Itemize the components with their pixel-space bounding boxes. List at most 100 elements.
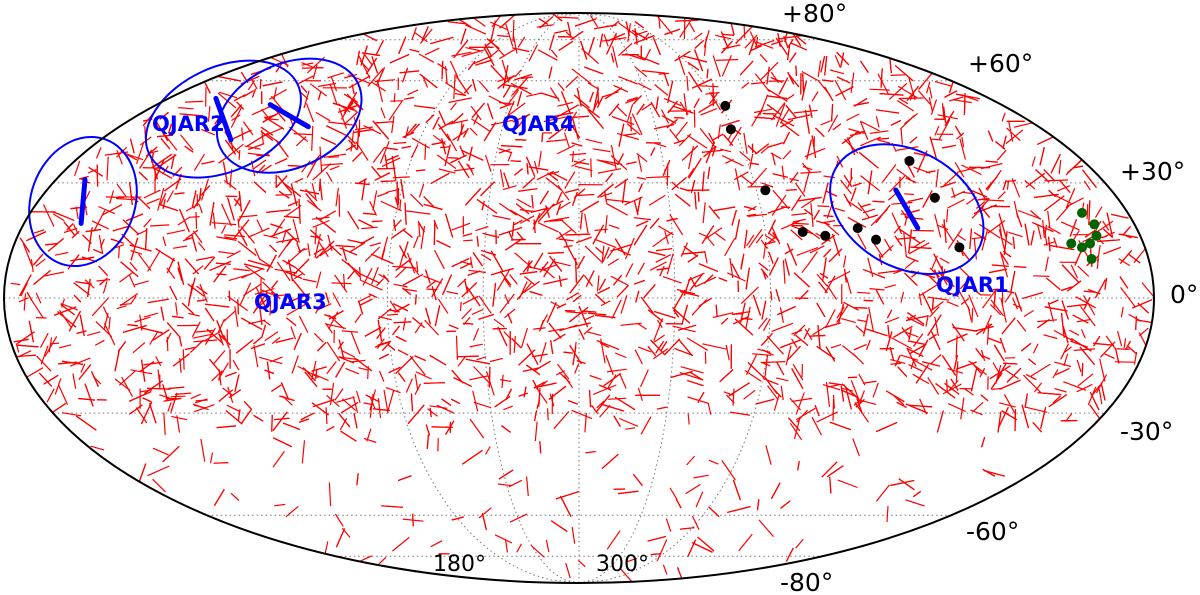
polarization-vector bbox=[990, 372, 1003, 390]
polarization-vector bbox=[579, 200, 600, 213]
polarization-vector bbox=[1120, 287, 1136, 308]
polarization-vector bbox=[946, 333, 968, 344]
polarization-vector bbox=[697, 536, 715, 552]
polarization-vector bbox=[1014, 292, 1023, 312]
polarization-vector bbox=[804, 328, 813, 341]
region-qjar4: QJAR4 bbox=[215, 57, 575, 174]
polarization-vector bbox=[489, 357, 503, 363]
polarization-vector bbox=[605, 172, 614, 183]
polarization-vector bbox=[670, 370, 693, 378]
polarization-vector bbox=[897, 366, 908, 378]
polarization-vector bbox=[285, 236, 295, 248]
polarization-vector bbox=[514, 168, 523, 176]
polarization-vector bbox=[332, 292, 342, 308]
polarization-vector bbox=[762, 361, 786, 364]
polarization-vector bbox=[565, 562, 571, 579]
polarization-vector bbox=[748, 229, 763, 249]
polarization-vector bbox=[274, 417, 290, 421]
polarization-vector bbox=[830, 344, 842, 349]
polarization-vector bbox=[444, 144, 451, 166]
polarization-vector bbox=[764, 354, 769, 376]
polarization-vector bbox=[478, 80, 489, 93]
polarization-vector bbox=[647, 309, 664, 322]
polarization-vector bbox=[497, 34, 509, 38]
polarization-vector bbox=[915, 364, 930, 384]
polarization-vector bbox=[893, 225, 902, 234]
polarization-vector bbox=[1119, 276, 1129, 289]
polarization-vector bbox=[462, 233, 473, 237]
polarization-vector bbox=[365, 394, 380, 403]
polarization-vector bbox=[218, 370, 223, 381]
polarization-vector bbox=[548, 328, 565, 333]
polarization-vector bbox=[691, 299, 708, 316]
polarization-vector bbox=[899, 98, 909, 105]
polarization-vector bbox=[429, 405, 448, 409]
polarization-vector bbox=[312, 64, 318, 80]
polarization-vector bbox=[569, 344, 582, 365]
polarization-vector bbox=[119, 271, 134, 283]
polarization-vector bbox=[617, 490, 639, 495]
polarization-vector bbox=[140, 327, 163, 334]
polarization-vector bbox=[187, 284, 193, 307]
polarization-vector bbox=[739, 150, 751, 162]
polarization-vector bbox=[663, 73, 670, 87]
polarization-vector bbox=[608, 103, 620, 117]
polarization-vector bbox=[646, 176, 670, 179]
polarization-vector bbox=[307, 243, 311, 257]
polarization-vector bbox=[941, 103, 945, 120]
polarization-vector bbox=[756, 499, 760, 511]
polarization-vector bbox=[798, 196, 822, 202]
polarization-vector bbox=[934, 214, 942, 238]
polarization-vector bbox=[218, 251, 235, 255]
polarization-vector bbox=[693, 98, 700, 108]
polarization-vector bbox=[913, 359, 933, 371]
polarization-vector bbox=[1077, 265, 1090, 277]
polarization-vector bbox=[1012, 236, 1016, 249]
polarization-vector bbox=[358, 300, 364, 315]
polarization-vector bbox=[989, 304, 1002, 316]
polarization-vector bbox=[19, 237, 31, 253]
polarization-vector bbox=[300, 85, 308, 93]
polarization-vector bbox=[669, 128, 680, 142]
polarization-vector bbox=[555, 491, 579, 500]
polarization-vector bbox=[856, 398, 863, 414]
polarization-vector bbox=[837, 303, 845, 325]
polarization-vector bbox=[402, 132, 415, 138]
polarization-vector bbox=[1070, 264, 1079, 279]
polarization-vector bbox=[857, 202, 870, 218]
polarization-vector bbox=[193, 153, 206, 171]
polarization-vector bbox=[590, 158, 592, 178]
polarization-vector bbox=[264, 331, 279, 342]
polarization-vector bbox=[806, 251, 818, 266]
polarization-vector bbox=[687, 134, 708, 149]
polarization-vector bbox=[53, 306, 77, 316]
polarization-vector bbox=[667, 100, 678, 114]
polarization-vector bbox=[634, 349, 643, 365]
polarization-vector bbox=[291, 355, 299, 374]
polarization-vector bbox=[889, 175, 906, 193]
polarization-vector bbox=[580, 103, 600, 119]
polarization-vector bbox=[1079, 346, 1096, 366]
polarization-vector bbox=[392, 325, 400, 336]
polarization-vector bbox=[44, 336, 58, 357]
polarization-vector bbox=[674, 193, 691, 207]
polarization-vector bbox=[650, 147, 656, 157]
polarization-vector bbox=[526, 163, 529, 175]
polarization-vector bbox=[98, 205, 116, 215]
polarization-vector bbox=[732, 388, 735, 406]
polarization-vector bbox=[854, 97, 868, 107]
polarization-vector bbox=[412, 513, 414, 527]
polarization-vector bbox=[140, 359, 146, 382]
polarization-vector bbox=[193, 196, 202, 209]
polarization-vector bbox=[216, 236, 237, 241]
polarization-vector bbox=[1032, 221, 1054, 233]
polarization-vector bbox=[243, 400, 253, 410]
polarization-vector bbox=[743, 132, 748, 154]
polarization-vector bbox=[251, 105, 272, 116]
polarization-vector bbox=[294, 266, 306, 276]
polarization-vector bbox=[369, 397, 376, 410]
polarization-vector bbox=[423, 382, 445, 384]
polarization-vector bbox=[538, 387, 541, 407]
polarization-vector bbox=[571, 68, 592, 85]
polarization-vector bbox=[756, 41, 774, 49]
